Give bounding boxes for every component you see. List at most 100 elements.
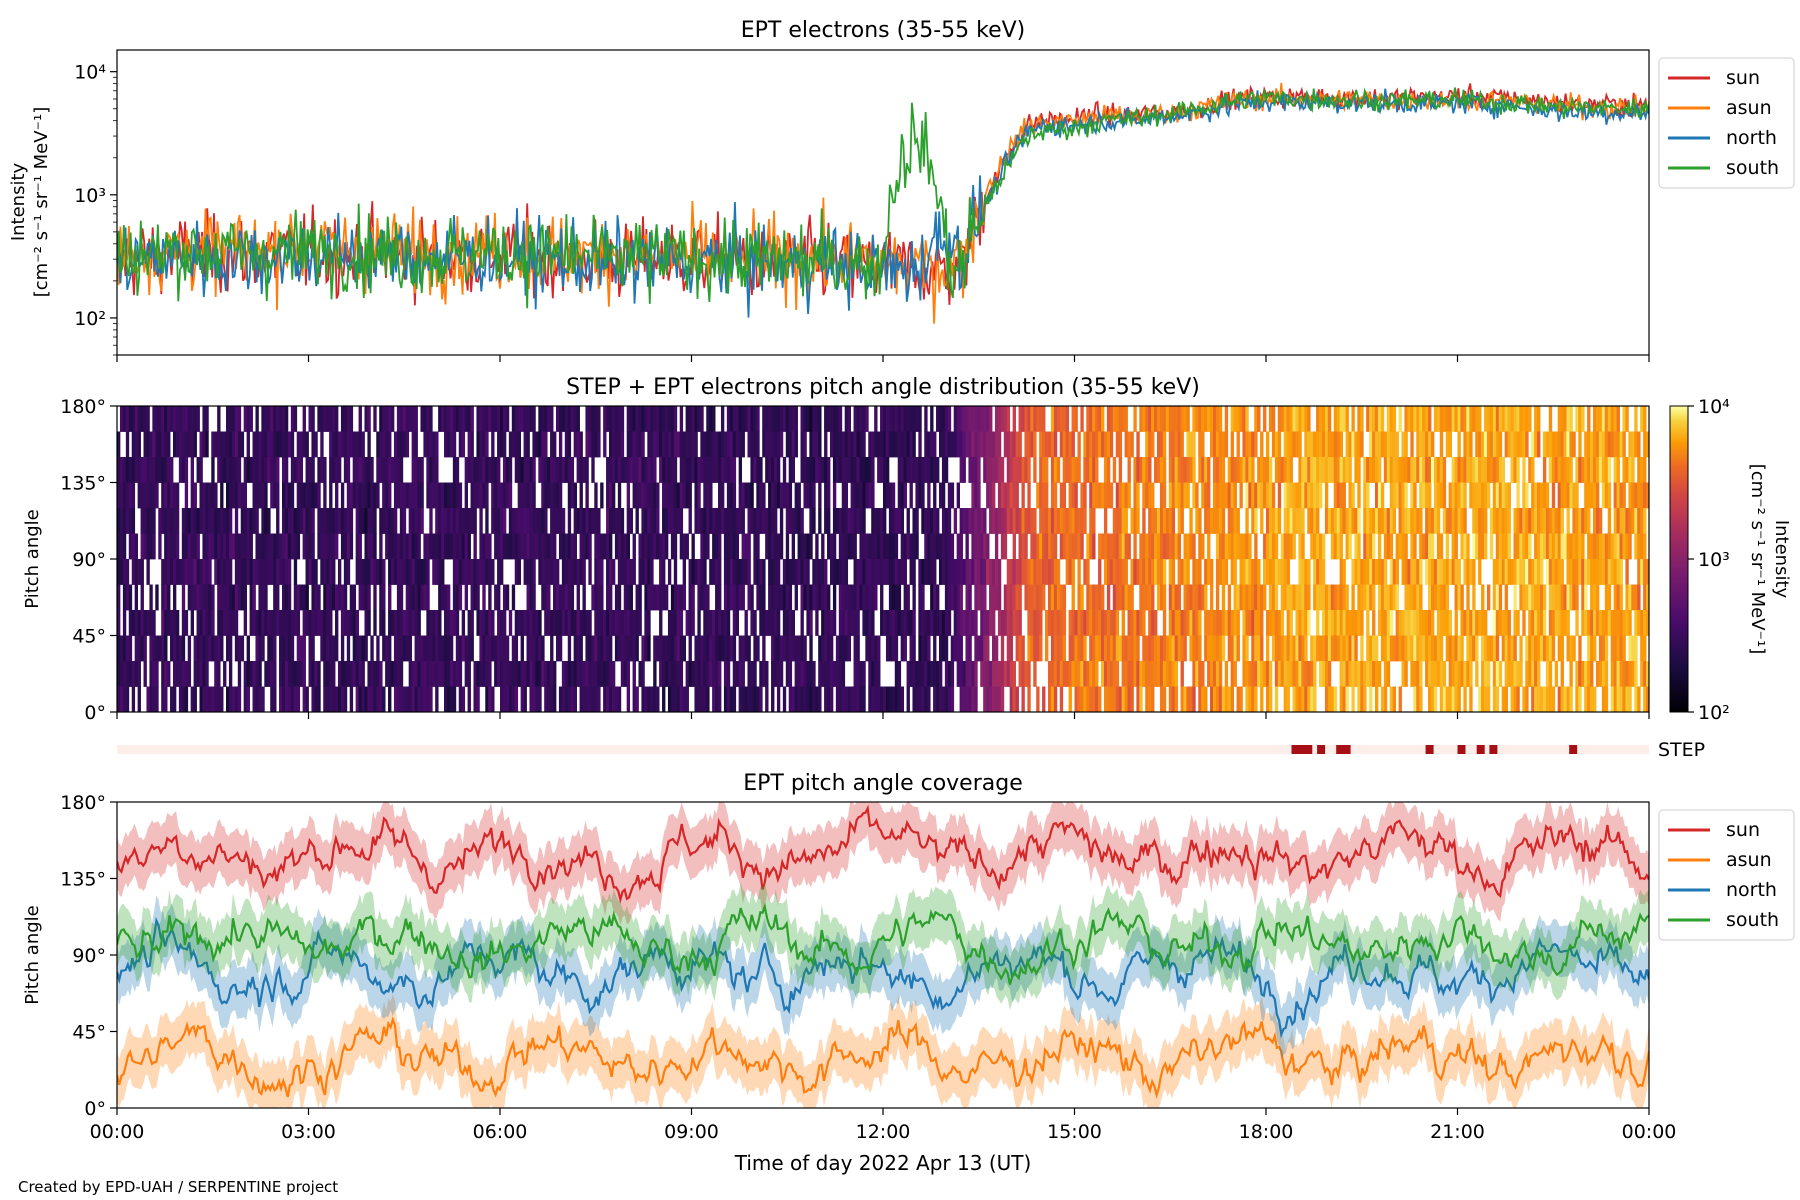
heatmap-cell [526, 431, 530, 458]
heatmap-cell [267, 406, 271, 432]
heatmap-cell [1298, 584, 1302, 611]
heatmap-cell [1321, 610, 1326, 636]
heatmap-cell [1351, 686, 1355, 712]
heatmap-cell [1425, 406, 1429, 432]
heatmap-cell [632, 533, 636, 560]
heatmap-cell [1050, 457, 1055, 483]
heatmap-cell [1086, 686, 1090, 712]
heatmap-cell [1598, 610, 1603, 636]
heatmap-cell [1047, 559, 1052, 585]
heatmap-cell [511, 533, 516, 560]
heatmap-cell [181, 584, 186, 611]
heatmap-cell [1009, 584, 1014, 611]
heatmap-cell [1098, 610, 1102, 636]
heatmap-cell [1298, 482, 1302, 509]
heatmap-cell [243, 584, 248, 611]
heatmap-cell [992, 559, 996, 585]
heatmap-cell [1218, 610, 1223, 636]
heatmap-cell [697, 661, 701, 687]
heatmap-cell [1566, 533, 1570, 560]
heatmap-cell [853, 457, 857, 483]
heatmap-cell [994, 406, 999, 432]
heatmap-cell [402, 482, 407, 509]
heatmap-cell [128, 457, 133, 483]
heatmap-cell [1610, 533, 1615, 560]
heatmap-cell [827, 686, 831, 712]
heatmap-cell [597, 406, 601, 432]
heatmap-cell [1192, 482, 1196, 509]
heatmap-cell [1339, 406, 1343, 432]
heatmap-cell [514, 635, 519, 662]
heatmap-cell [1610, 610, 1615, 636]
heatmap-cell [449, 508, 454, 534]
heatmap-cell [547, 584, 551, 611]
heatmap-cell [1448, 661, 1453, 687]
heatmap-cell [1139, 457, 1143, 483]
heatmap-cell [1009, 508, 1014, 534]
heatmap-cell [1395, 559, 1399, 585]
heatmap-cell [1156, 431, 1161, 458]
heatmap-cell [626, 508, 631, 534]
heatmap-cell [276, 584, 280, 611]
heatmap-cell [986, 610, 990, 636]
heatmap-cell [759, 661, 763, 687]
heatmap-cell [329, 686, 333, 712]
heatmap-cell [1419, 431, 1423, 458]
heatmap-cell [323, 686, 327, 712]
heatmap-cell [473, 457, 477, 483]
heatmap-cell [691, 661, 695, 687]
heatmap-cell [1059, 686, 1064, 712]
heatmap-cell [641, 635, 645, 662]
heatmap-cell [812, 431, 816, 458]
heatmap-cell [1595, 431, 1600, 458]
heatmap-cell [517, 406, 522, 432]
heatmap-cell [382, 457, 386, 483]
heatmap-cell [293, 661, 298, 687]
heatmap-cell [190, 533, 194, 560]
heatmap-cell [603, 686, 607, 712]
heatmap-cell [647, 533, 651, 560]
heatmap-cell [1162, 661, 1167, 687]
heatmap-cell [1136, 457, 1140, 483]
heatmap-cell [482, 431, 486, 458]
heatmap-cell [1024, 508, 1028, 534]
heatmap-cell [361, 584, 365, 611]
heatmap-cell [841, 482, 846, 509]
heatmap-cell [538, 533, 542, 560]
heatmap-cell [187, 533, 192, 560]
heatmap-cell [358, 661, 362, 687]
heatmap-cell [1101, 635, 1105, 662]
heatmap-cell [446, 431, 451, 458]
heatmap-cell [467, 661, 471, 687]
heatmap-cell [1492, 457, 1497, 483]
heatmap-cell [930, 508, 934, 534]
heatmap-cell [1018, 431, 1022, 458]
heatmap-cell [1224, 661, 1229, 687]
heatmap-cell [196, 533, 200, 560]
heatmap-cell [821, 661, 825, 687]
heatmap-cell [921, 482, 925, 509]
heatmap-cell [1292, 635, 1296, 662]
heatmap-cell [1215, 661, 1220, 687]
heatmap-cell [255, 610, 259, 636]
heatmap-cell [632, 610, 636, 636]
heatmap-cell [441, 635, 445, 662]
heatmap-cell [228, 482, 233, 509]
heatmap-cell [1277, 482, 1282, 509]
heatmap-cell [673, 584, 678, 611]
heatmap-cell [765, 686, 769, 712]
heatmap-cell [938, 661, 943, 687]
heatmap-cell [1430, 533, 1435, 560]
heatmap-cell [1448, 406, 1453, 432]
heatmap-cell [1481, 508, 1485, 534]
heatmap-cell [1563, 482, 1567, 509]
heatmap-cell [1000, 406, 1005, 432]
heatmap-cell [284, 406, 289, 432]
heatmap-cell [953, 559, 958, 585]
heatmap-cell [1354, 508, 1358, 534]
heatmap-cell [850, 533, 854, 560]
heatmap-cell [1154, 457, 1158, 483]
heatmap-cell [794, 686, 798, 712]
heatmap-cell [529, 686, 533, 712]
heatmap-cell [888, 559, 893, 585]
